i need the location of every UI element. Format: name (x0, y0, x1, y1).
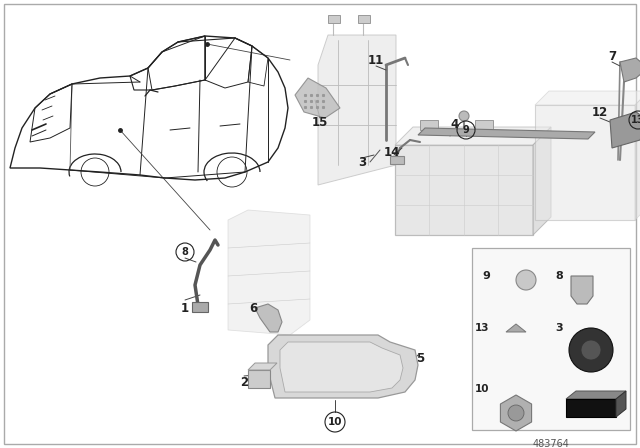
Polygon shape (610, 112, 640, 148)
Polygon shape (506, 324, 526, 332)
Text: 15: 15 (312, 116, 328, 129)
Circle shape (508, 405, 524, 421)
Polygon shape (395, 127, 551, 145)
Text: 1: 1 (181, 302, 189, 314)
Text: 5: 5 (416, 352, 424, 365)
Circle shape (581, 340, 601, 360)
Bar (390, 156, 404, 164)
Text: 483764: 483764 (532, 439, 570, 448)
Bar (328, 15, 340, 23)
Text: 7: 7 (608, 49, 616, 63)
Circle shape (459, 111, 469, 121)
Text: 3: 3 (555, 323, 563, 333)
Text: 10: 10 (328, 417, 342, 427)
Bar (358, 15, 370, 23)
Polygon shape (500, 395, 532, 431)
Polygon shape (533, 127, 551, 235)
Text: 11: 11 (368, 53, 384, 66)
Polygon shape (228, 210, 310, 335)
Polygon shape (566, 391, 626, 399)
Text: 6: 6 (249, 302, 257, 314)
Circle shape (516, 270, 536, 290)
Bar (420, 120, 438, 130)
Polygon shape (295, 78, 340, 118)
Text: 13: 13 (631, 115, 640, 125)
Polygon shape (418, 128, 595, 139)
Polygon shape (620, 58, 640, 82)
Text: 2: 2 (240, 375, 248, 388)
Bar (475, 120, 493, 130)
Text: 8: 8 (555, 271, 563, 281)
Polygon shape (635, 91, 640, 220)
Polygon shape (248, 363, 277, 370)
Polygon shape (395, 145, 533, 235)
Text: 9: 9 (482, 271, 490, 281)
Polygon shape (616, 391, 626, 417)
Polygon shape (318, 35, 396, 185)
Bar (472, 248, 630, 430)
Text: 8: 8 (182, 247, 188, 257)
Text: 4: 4 (451, 117, 459, 130)
Text: 10: 10 (475, 384, 489, 394)
Bar (192, 302, 208, 312)
Polygon shape (571, 276, 593, 304)
Polygon shape (566, 399, 616, 417)
Polygon shape (280, 342, 403, 392)
Text: 9: 9 (463, 125, 469, 135)
Text: 13: 13 (475, 323, 489, 333)
Bar (248, 370, 270, 388)
Polygon shape (268, 335, 418, 398)
Text: 14: 14 (384, 146, 400, 159)
Polygon shape (535, 105, 635, 220)
Circle shape (569, 328, 613, 372)
Text: 3: 3 (358, 155, 366, 168)
Polygon shape (255, 304, 282, 332)
Text: 12: 12 (592, 105, 608, 119)
Polygon shape (535, 91, 640, 105)
